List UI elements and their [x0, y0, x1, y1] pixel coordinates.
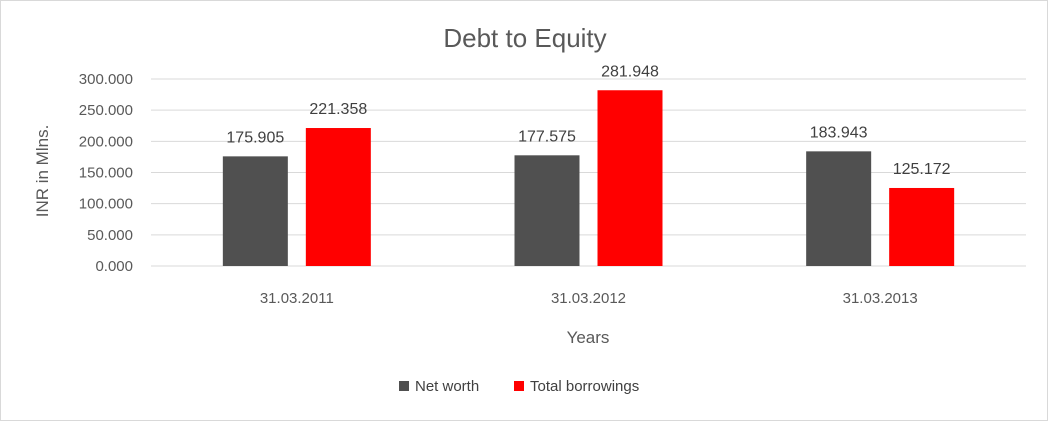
- y-tick-label: 250.000: [79, 102, 133, 119]
- bar-net-worth-1: [514, 155, 580, 266]
- legend-swatch: [399, 381, 409, 391]
- bar-total-borrowings-2: [889, 187, 955, 266]
- y-axis-title: INR in Mlns.: [33, 125, 52, 218]
- bar-total-borrowings-1: [597, 90, 663, 266]
- y-tick-label: 100.000: [79, 196, 133, 213]
- data-label: 281.948: [601, 63, 659, 80]
- data-label: 221.358: [309, 101, 367, 118]
- y-tick-label: 300.000: [79, 71, 133, 88]
- bars: [222, 90, 955, 266]
- bar-net-worth-0: [222, 156, 288, 266]
- legend-swatch: [514, 381, 524, 391]
- x-tick-label: 31.03.2011: [260, 290, 334, 307]
- legend-label: Total borrowings: [530, 378, 639, 395]
- bar-net-worth-2: [806, 151, 872, 266]
- y-axis-ticks: 0.000 50.000 100.000 150.000 200.000 250.000 3…: [79, 71, 133, 275]
- gridlines: [151, 78, 1026, 267]
- data-label: 125.172: [893, 161, 951, 178]
- x-tick-label: 31.03.2012: [551, 290, 626, 307]
- data-label: 183.943: [810, 124, 868, 141]
- legend-label: Net worth: [415, 378, 479, 395]
- y-tick-label: 200.000: [79, 133, 133, 150]
- x-axis-ticks: 31.03.2011 31.03.2012 31.03.2013: [260, 290, 918, 307]
- chart-title: Debt to Equity: [443, 23, 606, 53]
- y-tick-label: 150.000: [79, 165, 133, 182]
- data-label: 175.905: [226, 129, 284, 146]
- data-labels: 175.905 221.358 177.575 281.948 183.943 125.1…: [226, 63, 950, 178]
- x-axis-title: Years: [567, 328, 610, 347]
- x-tick-label: 31.03.2013: [843, 290, 918, 307]
- y-tick-label: 50.000: [87, 227, 133, 244]
- legend: Net worth Total borrowings: [399, 378, 639, 395]
- bar-total-borrowings-0: [305, 128, 371, 266]
- data-label: 177.575: [518, 128, 576, 145]
- y-tick-label: 0.000: [95, 258, 133, 275]
